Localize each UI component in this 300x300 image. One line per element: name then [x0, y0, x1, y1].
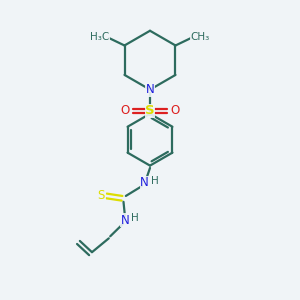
Text: O: O	[170, 104, 180, 117]
Text: N: N	[146, 83, 154, 96]
Text: N: N	[121, 214, 129, 226]
Text: CH₃: CH₃	[190, 32, 210, 42]
Text: N: N	[140, 176, 149, 189]
Text: O: O	[120, 104, 130, 117]
Text: H₃C: H₃C	[90, 32, 110, 42]
Text: S: S	[98, 189, 105, 203]
Text: S: S	[145, 104, 155, 117]
Text: H: H	[131, 213, 139, 223]
Text: H: H	[151, 176, 159, 186]
